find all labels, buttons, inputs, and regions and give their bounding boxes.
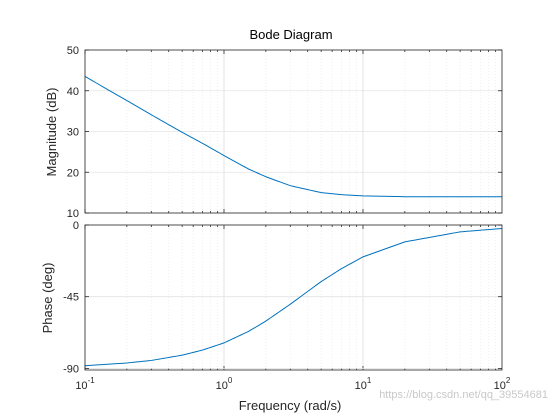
magnitude-series-line [84,76,502,198]
phase-grid [84,224,502,370]
phase-y-tick-label: 0 [73,220,79,232]
magnitude-y-tick-label: 40 [67,86,79,98]
x-tick-exponent: -1 [88,376,96,385]
phase-y-tick-label: -45 [63,292,79,304]
phase-ylabel: Phase (deg) [40,263,55,334]
phase-plot: 0 -45 -90 Phase (deg) [40,220,503,375]
magnitude-y-tick-label: 30 [67,127,79,139]
x-tick-exponent: 1 [367,376,372,385]
magnitude-ylabel: Magnitude (dB) [44,88,59,177]
x-tick-base: 10 [355,380,367,392]
x-tick-label: 10-1 [75,376,95,392]
x-tick-base: 10 [494,380,506,392]
magnitude-y-ticks: 10 20 30 40 50 [67,45,79,220]
x-tick-exponent: 2 [506,376,511,385]
phase-plot-area [85,225,502,370]
phase-y-ticks: 0 -45 -90 [63,220,79,375]
frequency-x-ticks: 10-1 100 101 102 [75,376,511,392]
magnitude-y-tick-label: 50 [67,45,79,57]
x-tick-base: 10 [216,380,228,392]
phase-y-tick-label: -90 [63,363,79,375]
x-tick-base: 10 [75,380,87,392]
magnitude-plot-frame [84,49,503,214]
phase-series-line [84,228,503,367]
magnitude-y-tick-label: 10 [67,208,79,220]
x-tick-label: 101 [355,376,372,392]
watermark-text: https://blog.csdn.net/qq_39554681 [379,389,548,401]
phase-plot-frame [84,224,503,371]
x-tick-exponent: 0 [228,376,233,385]
magnitude-y-tick-label: 20 [67,167,79,179]
frequency-xlabel: Frequency (rad/s) [239,398,342,413]
x-tick-label: 100 [216,376,233,392]
x-tick-label: 102 [494,376,511,392]
chart-title: Bode Diagram [249,27,332,42]
magnitude-plot: 10 20 30 40 50 Magnitude (dB) [44,45,503,220]
